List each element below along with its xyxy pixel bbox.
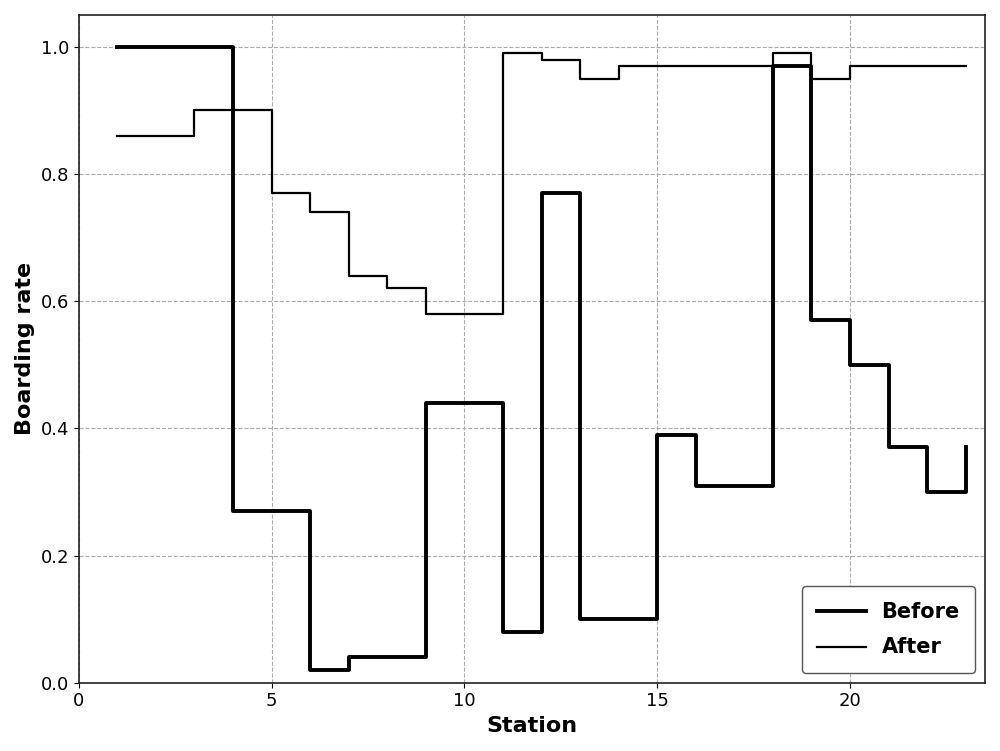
Before <box>728 481 740 490</box>
Before <box>150 42 162 51</box>
After <box>690 62 702 71</box>
Before <box>381 653 393 662</box>
After <box>651 62 663 71</box>
After <box>613 62 625 71</box>
After <box>381 284 393 293</box>
Before <box>497 627 509 636</box>
Legend: Before, After: Before, After <box>802 587 975 673</box>
Before <box>111 42 123 51</box>
Before <box>613 614 625 623</box>
Before <box>574 614 586 623</box>
Before <box>536 189 548 198</box>
After <box>343 271 355 280</box>
After <box>188 106 200 115</box>
Before <box>767 62 779 71</box>
Before <box>883 443 895 452</box>
Before <box>266 506 278 515</box>
After <box>767 49 779 58</box>
Before <box>304 665 316 674</box>
Before <box>188 42 200 51</box>
Before <box>805 315 817 324</box>
Before <box>651 430 663 439</box>
After <box>227 106 239 115</box>
After <box>266 189 278 198</box>
Before <box>690 481 702 490</box>
Before <box>343 653 355 662</box>
After <box>921 62 933 71</box>
After <box>728 62 740 71</box>
After <box>304 207 316 216</box>
Before <box>420 399 432 408</box>
After <box>497 49 509 58</box>
Before <box>458 399 470 408</box>
Line: Before: Before <box>117 47 966 670</box>
Y-axis label: Boarding rate: Boarding rate <box>15 262 35 436</box>
After <box>111 131 123 140</box>
Before <box>227 506 239 515</box>
After <box>420 309 432 318</box>
After <box>883 62 895 71</box>
Line: After: After <box>117 53 966 314</box>
After <box>844 62 856 71</box>
After <box>536 55 548 64</box>
After <box>574 74 586 83</box>
After <box>805 74 817 83</box>
After <box>150 131 162 140</box>
After <box>458 309 470 318</box>
Before <box>921 487 933 496</box>
Before <box>960 443 972 452</box>
After <box>960 62 972 71</box>
Before <box>844 360 856 369</box>
X-axis label: Station: Station <box>486 716 577 736</box>
